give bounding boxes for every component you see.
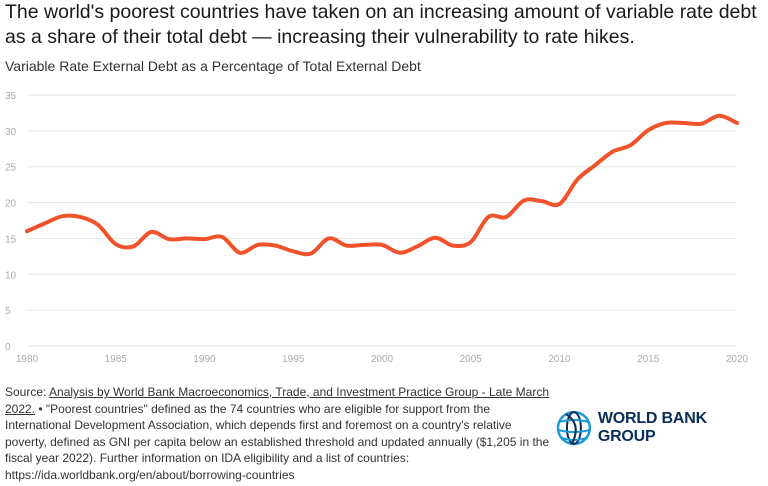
footnote-text: • "Poorest countries" defined as the 74 … <box>5 401 550 482</box>
y-tick-label: 30 <box>5 127 17 138</box>
y-tick-label: 10 <box>5 270 17 281</box>
y-tick-label: 0 <box>5 342 11 353</box>
source-note: Source: Analysis by World Bank Macroecon… <box>5 384 550 483</box>
globe-icon <box>556 410 592 446</box>
x-tick-label: 1995 <box>282 354 305 365</box>
logo-text: WORLD BANK GROUP <box>597 410 707 445</box>
y-tick-label: 15 <box>5 234 17 245</box>
chart-subtitle: Variable Rate External Debt as a Percent… <box>5 58 421 74</box>
y-tick-label: 35 <box>5 91 17 102</box>
world-bank-logo: WORLD BANK GROUP <box>556 410 768 446</box>
x-tick-label: 1980 <box>16 354 39 365</box>
source-prefix: Source: <box>5 385 50 399</box>
x-tick-label: 2020 <box>726 354 749 365</box>
source-link[interactable]: Analysis by World Bank Macroeconomics, T… <box>5 385 550 416</box>
chart-title: The world's poorest countries have taken… <box>5 1 757 48</box>
x-tick-label: 1990 <box>193 354 216 365</box>
x-tick-label: 2000 <box>371 354 394 365</box>
y-tick-label: 20 <box>5 199 17 210</box>
x-tick-label: 2015 <box>637 354 660 365</box>
x-tick-label: 2010 <box>548 354 571 365</box>
line-chart: 0 5 10 15 20 25 30 35 1980 1985 1990 1995 2000 2005 20… <box>5 91 749 365</box>
y-tick-label: 25 <box>5 163 17 174</box>
y-tick-label: 5 <box>5 306 11 317</box>
x-tick-label: 1985 <box>105 354 128 365</box>
x-tick-label: 2005 <box>460 354 483 365</box>
series-line <box>25 113 739 257</box>
